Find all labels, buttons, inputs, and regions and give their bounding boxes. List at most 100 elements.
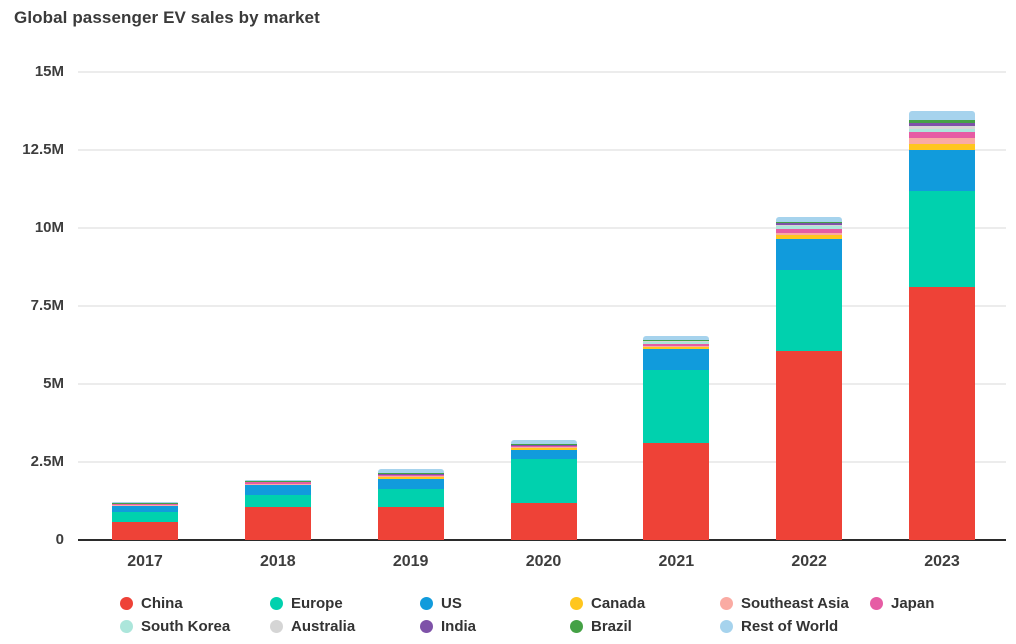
bar-segment-china-2023[interactable] — [909, 287, 975, 540]
legend-label-south-korea: South Korea — [141, 617, 231, 635]
bar-segment-canada-2021[interactable] — [643, 346, 710, 350]
bar-segment-us-2023[interactable] — [909, 149, 975, 191]
bar-segment-rest-of-world-2018[interactable] — [244, 479, 311, 481]
bar-segment-southeast-asia-2021[interactable] — [643, 345, 710, 347]
bar-segment-southeast-asia-2019[interactable] — [377, 476, 444, 477]
ytick-label-10M: 10M — [34, 219, 64, 236]
bar-segment-japan-2018[interactable] — [244, 482, 311, 484]
bar-segment-europe-2020[interactable] — [510, 459, 577, 503]
legend-dot-india — [420, 619, 433, 633]
bar-segment-japan-2023[interactable] — [909, 131, 975, 138]
legend-dot-brazil — [570, 619, 583, 633]
bar-segment-us-2017[interactable] — [112, 505, 178, 513]
bar-segment-china-2017[interactable] — [112, 521, 178, 540]
bar-segment-rest-of-world-2022[interactable] — [776, 217, 843, 223]
bar-segment-brazil-2023[interactable] — [909, 120, 975, 123]
ytick-label-15M: 15M — [34, 63, 64, 80]
bar-segment-southeast-asia-2020[interactable] — [510, 447, 577, 448]
bar-segment-south-korea-2019[interactable] — [377, 474, 444, 476]
legend-dot-southeast-asia — [720, 596, 733, 610]
ytick-label-12.5M: 12.5M — [22, 141, 64, 158]
legend-item-southeast-asia[interactable]: Southeast Asia — [720, 594, 849, 612]
bar-segment-south-korea-2022[interactable] — [776, 225, 843, 229]
bar-segment-us-2020[interactable] — [510, 449, 577, 460]
xtick-label-2022: 2022 — [791, 553, 827, 570]
legend-dot-china — [120, 596, 133, 610]
gridline-5M — [78, 383, 1006, 385]
bar-segment-rest-of-world-2021[interactable] — [643, 335, 710, 340]
legend-item-rest-of-world[interactable]: Rest of World — [720, 618, 838, 635]
bar-segment-japan-2019[interactable] — [377, 475, 444, 477]
bar-segment-india-2023[interactable] — [909, 122, 975, 126]
bar-segment-southeast-asia-2023[interactable] — [909, 137, 975, 144]
bar-segment-south-korea-2021[interactable] — [643, 341, 710, 345]
bar-segment-australia-2022[interactable] — [776, 224, 843, 226]
legend-dot-south-korea — [120, 619, 133, 633]
bar-segment-australia-2023[interactable] — [909, 125, 975, 129]
bar-segment-china-2019[interactable] — [377, 506, 444, 540]
bar-segment-europe-2018[interactable] — [244, 495, 311, 507]
bar-segment-brazil-2022[interactable] — [776, 222, 843, 223]
xtick-label-2020: 2020 — [525, 553, 562, 570]
ytick-label-0: 0 — [55, 531, 64, 548]
legend-item-india[interactable]: India — [420, 617, 477, 635]
bar-segment-canada-2023[interactable] — [909, 143, 975, 150]
legend-dot-rest-of-world — [720, 619, 733, 633]
bar-segment-canada-2019[interactable] — [377, 476, 444, 479]
bar-segment-south-korea-2020[interactable] — [510, 445, 577, 447]
legend-item-australia[interactable]: Australia — [270, 617, 356, 635]
legend-label-india: India — [441, 617, 477, 635]
legend-item-canada[interactable]: Canada — [570, 595, 645, 612]
bar-segment-europe-2017[interactable] — [112, 512, 178, 522]
bar-segment-south-korea-2023[interactable] — [909, 128, 975, 132]
bar-segment-rest-of-world-2019[interactable] — [377, 469, 444, 474]
bar-segment-canada-2022[interactable] — [776, 234, 843, 239]
bar-segment-south-korea-2018[interactable] — [244, 481, 311, 483]
bar-segment-india-2022[interactable] — [776, 223, 843, 225]
legend-item-japan[interactable]: Japan — [870, 595, 934, 612]
bar-segment-rest-of-world-2023[interactable] — [909, 111, 975, 121]
gridline-10M — [78, 227, 1006, 229]
bar-segment-southeast-asia-2022[interactable] — [776, 232, 843, 235]
legend-label-australia: Australia — [291, 617, 356, 635]
xtick-label-2023: 2023 — [924, 553, 960, 570]
legend-item-brazil[interactable]: Brazil — [570, 617, 632, 635]
bar-segment-europe-2022[interactable] — [776, 270, 843, 352]
bar-segment-india-2021[interactable] — [643, 340, 710, 341]
legend-item-china[interactable]: China — [120, 594, 183, 612]
gridline-15M — [78, 71, 1006, 73]
legend-item-us[interactable]: US — [420, 595, 462, 612]
bar-segment-japan-2022[interactable] — [776, 228, 843, 233]
bar-segment-us-2018[interactable] — [244, 485, 311, 496]
legend-label-southeast-asia: Southeast Asia — [741, 594, 849, 612]
bar-segment-japan-2020[interactable] — [510, 446, 577, 448]
bar-segment-us-2019[interactable] — [377, 478, 444, 489]
xtick-label-2019: 2019 — [392, 553, 429, 570]
bar-segment-europe-2021[interactable] — [643, 369, 710, 444]
bar-segment-us-2021[interactable] — [643, 349, 710, 370]
bar-segment-china-2020[interactable] — [510, 502, 577, 540]
legend-item-south-korea[interactable]: South Korea — [120, 617, 231, 635]
bar-segment-canada-2017[interactable] — [112, 505, 178, 506]
bar-segment-canada-2020[interactable] — [510, 447, 577, 450]
bar-segment-japan-2021[interactable] — [643, 344, 710, 346]
bar-segment-china-2018[interactable] — [244, 506, 311, 540]
bar-segment-canada-2018[interactable] — [244, 484, 311, 486]
legend-label-china: China — [141, 594, 183, 612]
xtick-label-2021: 2021 — [658, 553, 695, 570]
bar-segment-china-2021[interactable] — [643, 443, 710, 540]
bar-segment-europe-2019[interactable] — [377, 488, 444, 507]
bar-segment-japan-2017[interactable] — [112, 503, 178, 506]
legend-label-europe: Europe — [291, 594, 343, 612]
bar-segment-australia-2021[interactable] — [643, 340, 710, 342]
legend-dot-canada — [570, 596, 583, 610]
bar-segment-rest-of-world-2020[interactable] — [510, 440, 577, 445]
bar-segment-us-2022[interactable] — [776, 238, 843, 271]
legend-dot-australia — [270, 619, 283, 633]
legend-item-europe[interactable]: Europe — [270, 594, 343, 612]
legend-dot-europe — [270, 596, 283, 610]
bar-segment-europe-2023[interactable] — [909, 190, 975, 288]
x-axis-line — [78, 539, 1006, 541]
bar-segment-china-2022[interactable] — [776, 351, 843, 540]
legend-label-brazil: Brazil — [591, 617, 632, 635]
